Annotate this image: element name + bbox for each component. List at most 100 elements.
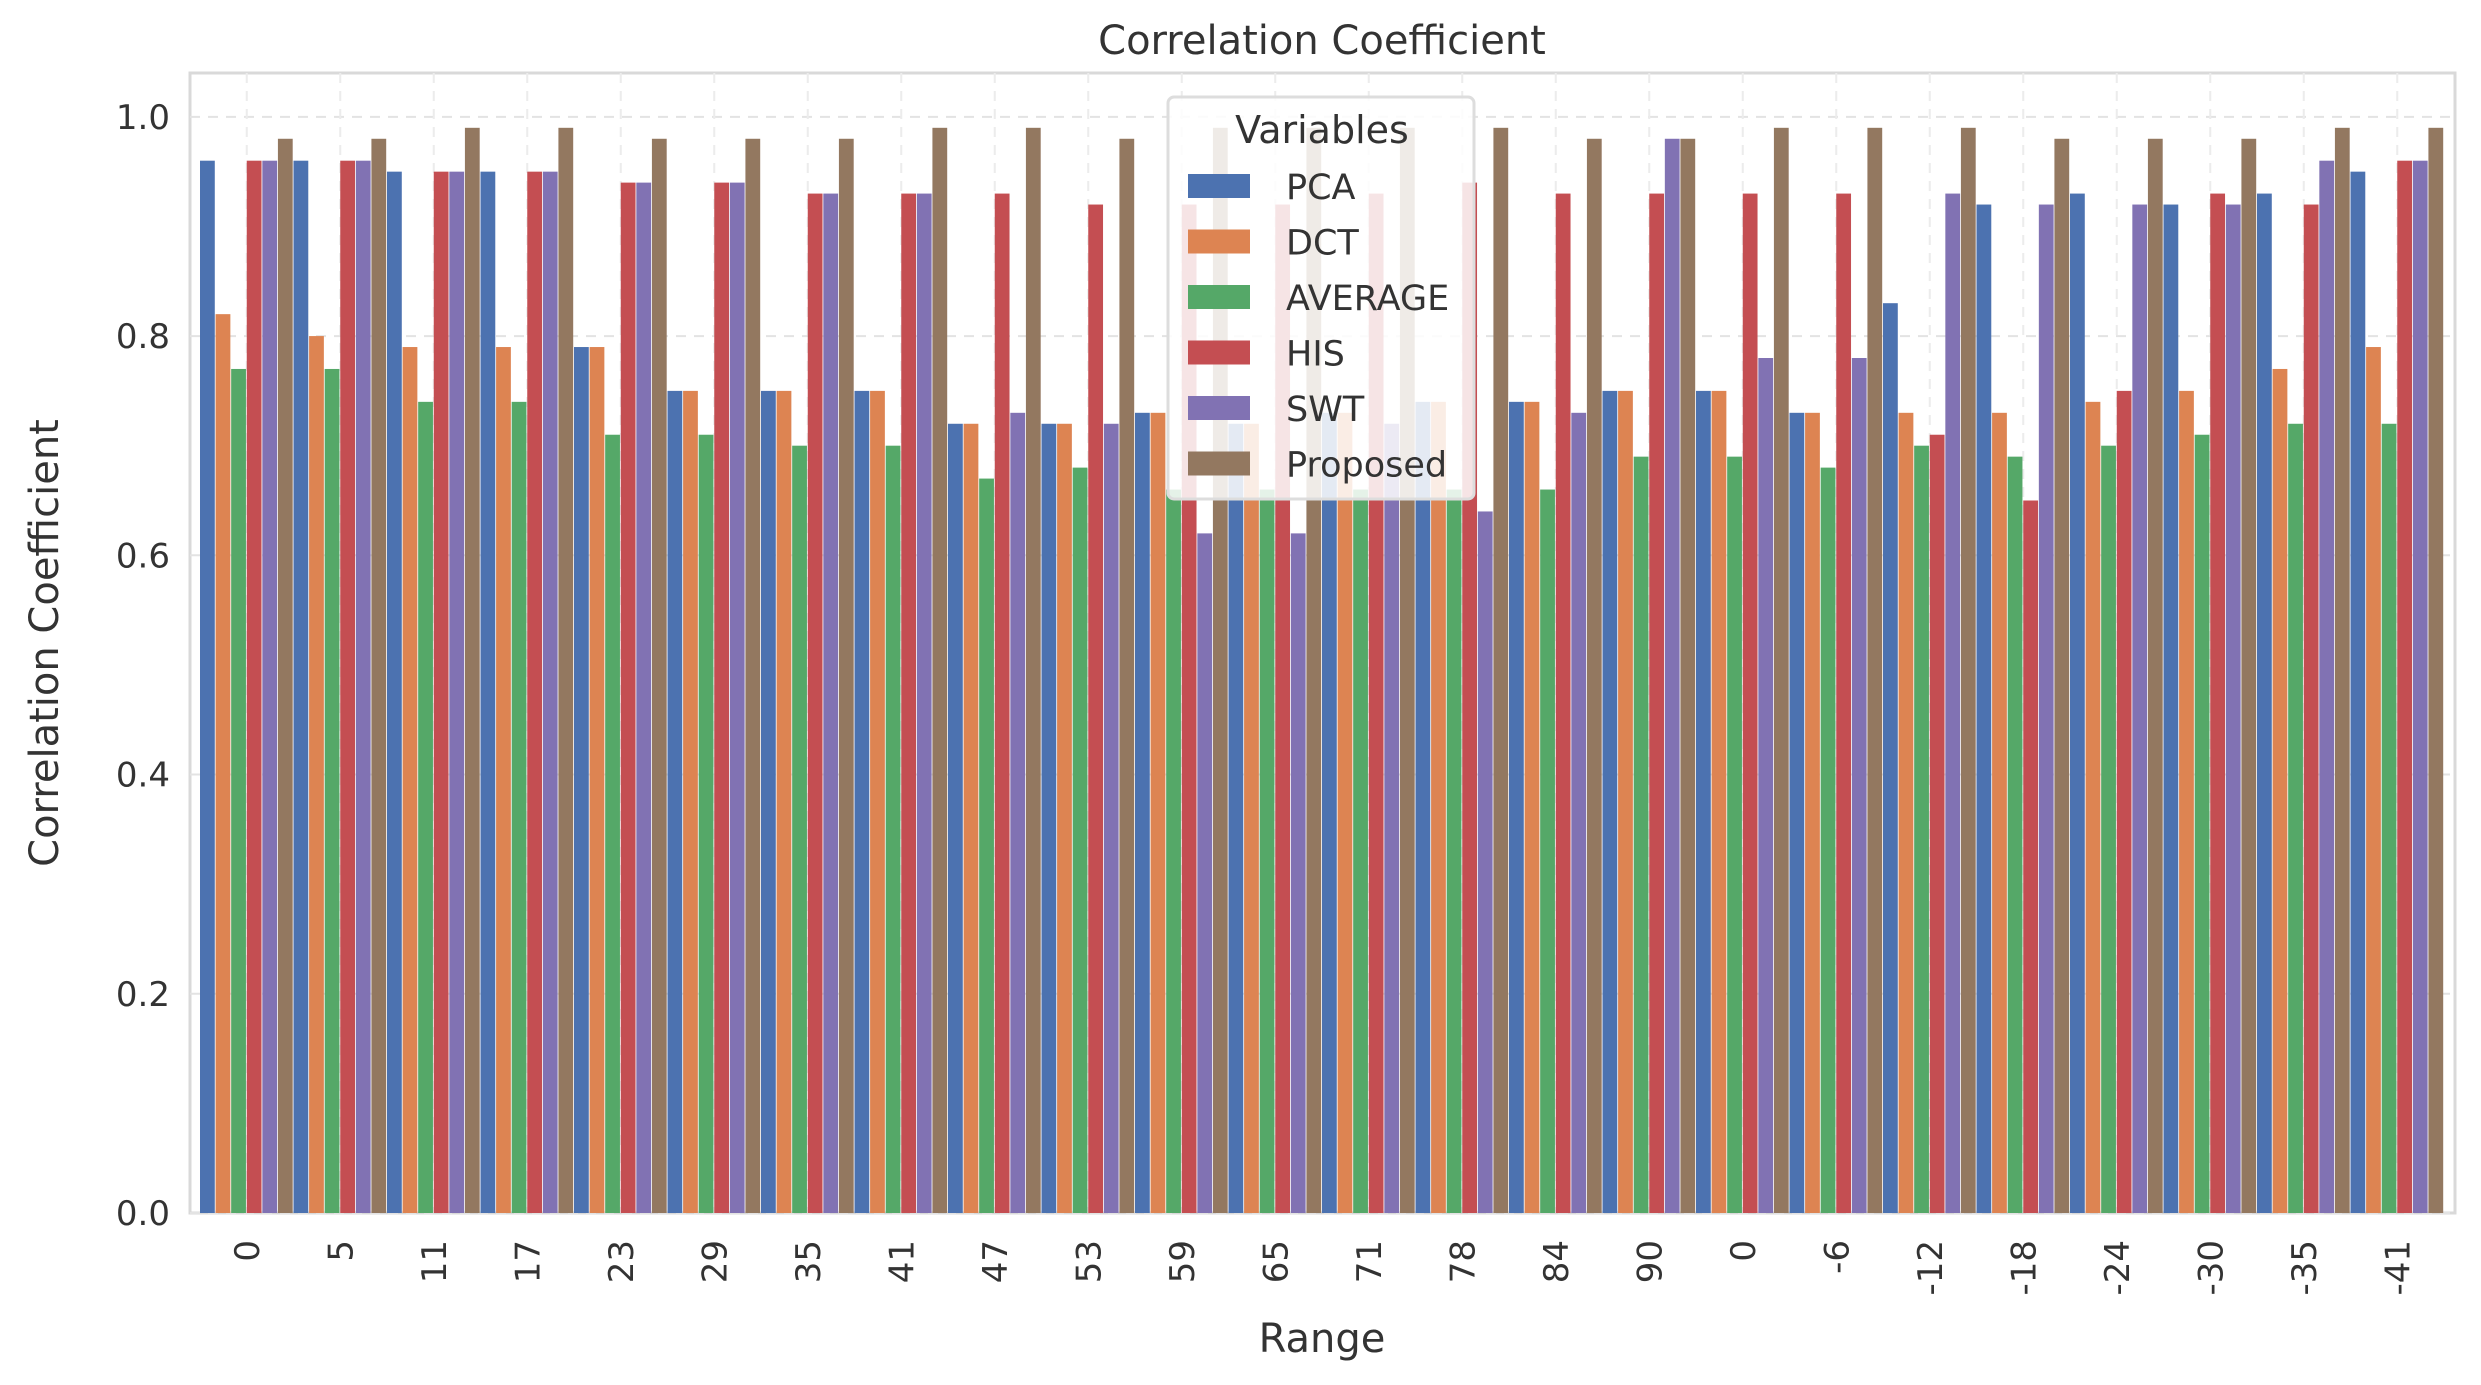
bar-average-19 <box>2007 456 2023 1214</box>
bar-swt-12 <box>1384 423 1400 1213</box>
legend-swatch-dct <box>1188 229 1250 254</box>
bar-his-17 <box>1836 193 1852 1214</box>
bar-swt-13 <box>1477 511 1493 1213</box>
legend-title: Variables <box>1235 108 1409 152</box>
legend-swatch-proposed <box>1188 451 1250 476</box>
bar-pca-23 <box>2350 171 2366 1214</box>
bar-dct-20 <box>2085 401 2101 1213</box>
bar-pca-6 <box>761 390 776 1213</box>
bar-pca-5 <box>667 390 683 1213</box>
x-tick-label: 47 <box>976 1240 1016 1283</box>
bar-pca-14 <box>1509 401 1524 1213</box>
bar-dct-0 <box>215 314 231 1214</box>
bar-pca-7 <box>854 390 870 1213</box>
bar-swt-15 <box>1664 138 1680 1213</box>
legend-swatch-swt <box>1188 396 1250 420</box>
bar-his-0 <box>246 160 262 1214</box>
bar-his-16 <box>1742 193 1758 1214</box>
bar-proposed-16 <box>1773 127 1789 1213</box>
bar-proposed-17 <box>1867 127 1883 1213</box>
bar-pca-2 <box>387 171 402 1214</box>
bar-pca-17 <box>1789 412 1805 1213</box>
legend-swatch-his <box>1188 340 1250 365</box>
bar-average-16 <box>1727 456 1742 1214</box>
bar-proposed-4 <box>651 138 667 1213</box>
bar-pca-16 <box>1696 390 1711 1213</box>
bar-pca-20 <box>2070 193 2085 1214</box>
bar-his-9 <box>1088 204 1104 1214</box>
bar-dct-16 <box>1711 390 1727 1213</box>
bar-proposed-0 <box>277 138 293 1213</box>
bar-average-4 <box>605 434 620 1213</box>
bar-dct-4 <box>589 347 605 1213</box>
x-tick-label: 71 <box>1350 1240 1390 1283</box>
bar-his-1 <box>340 160 356 1214</box>
bar-dct-6 <box>776 390 792 1213</box>
bar-his-20 <box>2116 390 2132 1213</box>
bar-proposed-5 <box>745 138 761 1213</box>
bar-swt-22 <box>2319 160 2335 1214</box>
y-axis-label: Correlation Coefficient <box>22 419 68 867</box>
bar-dct-8 <box>963 423 979 1213</box>
bar-dct-5 <box>683 390 698 1213</box>
x-tick-label: 17 <box>508 1240 548 1283</box>
x-tick-label: 0 <box>228 1240 268 1262</box>
bar-dct-10 <box>1150 412 1166 1213</box>
bar-average-9 <box>1072 467 1088 1214</box>
bar-proposed-13 <box>1493 127 1509 1213</box>
x-tick-label: 29 <box>695 1240 735 1283</box>
bar-pca-13 <box>1415 401 1431 1213</box>
bar-swt-4 <box>636 182 652 1214</box>
bar-his-2 <box>433 171 449 1214</box>
bar-proposed-23 <box>2428 127 2444 1213</box>
y-tick-label: 0.0 <box>116 1194 170 1234</box>
bar-average-22 <box>2288 423 2303 1213</box>
bar-pca-9 <box>1041 423 1057 1213</box>
bar-swt-6 <box>823 193 839 1214</box>
legend-label-proposed: Proposed <box>1286 446 1447 486</box>
legend-label-swt: SWT <box>1286 390 1365 430</box>
x-tick-label: 23 <box>602 1240 642 1283</box>
bar-average-8 <box>979 478 994 1214</box>
bar-pca-3 <box>480 171 496 1214</box>
bar-pca-11 <box>1228 423 1244 1213</box>
bar-average-23 <box>2381 423 2397 1213</box>
bar-swt-20 <box>2132 204 2148 1214</box>
bar-dct-14 <box>1524 401 1540 1213</box>
bar-pca-19 <box>1976 204 1992 1214</box>
bar-proposed-1 <box>371 138 387 1213</box>
legend-label-pca: PCA <box>1286 168 1356 208</box>
bar-dct-21 <box>2179 390 2194 1213</box>
x-tick-label: 5 <box>321 1240 361 1262</box>
legend-items: PCA DCT AVERAGE HIS SWT Proposed <box>1188 168 1449 486</box>
y-tick-label: 1.0 <box>116 98 170 138</box>
bar-pca-0 <box>200 160 215 1214</box>
bar-proposed-21 <box>2241 138 2257 1213</box>
bar-average-12 <box>1353 489 1368 1213</box>
x-tick-label: 35 <box>789 1240 829 1283</box>
bar-his-15 <box>1649 193 1665 1214</box>
bar-his-7 <box>901 193 917 1214</box>
bar-swt-8 <box>1010 412 1026 1213</box>
y-tick-label: 0.8 <box>116 317 170 357</box>
bar-dct-23 <box>2366 347 2381 1213</box>
bar-average-18 <box>1914 445 1929 1213</box>
bar-swt-14 <box>1571 412 1587 1213</box>
bar-average-7 <box>885 445 901 1213</box>
chart-title: Correlation Coefficient <box>1098 18 1546 64</box>
bar-average-3 <box>511 401 527 1213</box>
bar-average-10 <box>1166 489 1181 1213</box>
bar-swt-11 <box>1290 533 1306 1213</box>
bar-dct-17 <box>1805 412 1820 1213</box>
x-tick-label: 0 <box>1724 1240 1764 1262</box>
bar-average-15 <box>1633 456 1649 1214</box>
bar-proposed-15 <box>1680 138 1696 1213</box>
bar-average-20 <box>2101 445 2116 1213</box>
legend-label-average: AVERAGE <box>1286 279 1449 319</box>
legend-label-dct: DCT <box>1286 224 1359 264</box>
bar-dct-22 <box>2272 368 2288 1213</box>
bar-his-4 <box>620 182 636 1214</box>
y-tick-label: 0.4 <box>116 756 170 796</box>
y-ticks: 0.0 0.2 0.4 0.6 0.8 1.0 <box>116 98 170 1234</box>
